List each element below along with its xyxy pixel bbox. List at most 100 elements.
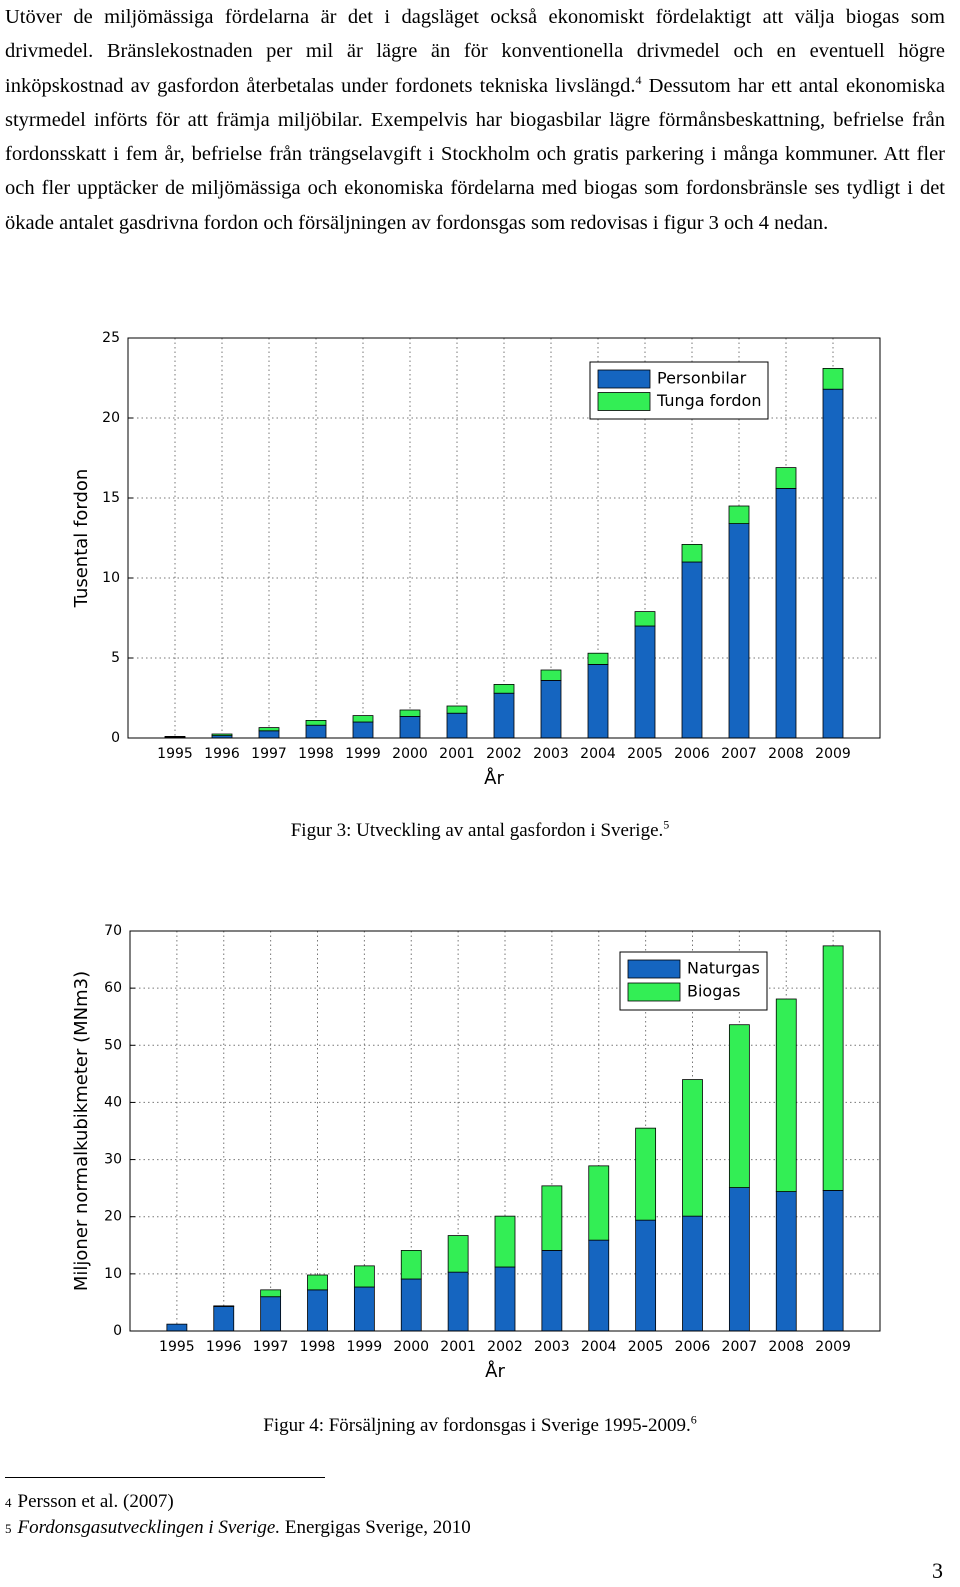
bar-segment bbox=[353, 1286, 375, 1332]
footnote-text: Persson et al. (2007) bbox=[17, 1491, 174, 1512]
y-tick-label: 20 bbox=[104, 1209, 122, 1225]
bar-segment bbox=[399, 716, 421, 739]
bar-segment bbox=[307, 1274, 328, 1291]
bar-segment bbox=[353, 1265, 375, 1288]
note-ref: 4 bbox=[635, 72, 642, 87]
y-tick-label: 25 bbox=[102, 330, 120, 346]
bar-segment bbox=[260, 1289, 282, 1298]
x-tick-label: 2006 bbox=[675, 1339, 711, 1355]
bar-segment bbox=[681, 544, 703, 563]
y-tick-label: 10 bbox=[104, 1266, 122, 1282]
legend-label: Personbilar bbox=[657, 369, 747, 388]
bar-segment bbox=[728, 505, 750, 525]
x-tick-label: 2001 bbox=[440, 1339, 476, 1355]
footnote-rule bbox=[5, 1477, 325, 1478]
bar-segment bbox=[540, 669, 562, 681]
bar-segment bbox=[541, 1250, 563, 1332]
bar-segment bbox=[211, 733, 233, 737]
bar-segment bbox=[822, 1190, 844, 1332]
bar-segment bbox=[307, 1289, 328, 1332]
legend-swatch bbox=[627, 959, 681, 979]
footnote-number: 5 bbox=[5, 1521, 12, 1536]
x-tick-label: 2005 bbox=[627, 746, 663, 762]
bar-segment bbox=[635, 1127, 657, 1221]
bar-segment bbox=[494, 1266, 516, 1332]
bar-segment bbox=[635, 1219, 657, 1332]
footnote: 5 Fordonsgasutvecklingen i Sverige. Energ… bbox=[5, 1517, 471, 1539]
bar-segment bbox=[166, 1323, 188, 1332]
x-tick-label: 2007 bbox=[721, 746, 757, 762]
bar-segment bbox=[447, 1235, 469, 1273]
plot-frame bbox=[129, 930, 881, 1332]
bar-segment bbox=[494, 1215, 516, 1268]
bar-segment bbox=[446, 705, 468, 714]
x-tick-label: 1999 bbox=[345, 746, 381, 762]
bar-segment bbox=[447, 1271, 469, 1332]
bar-segment bbox=[822, 388, 844, 739]
y-axis-label: Tusental fordon bbox=[71, 469, 92, 609]
x-tick-label: 1995 bbox=[157, 746, 193, 762]
bar-segment bbox=[493, 684, 515, 694]
x-tick-label: 1996 bbox=[206, 1339, 242, 1355]
bar-segment bbox=[352, 715, 374, 723]
x-tick-label: 2003 bbox=[534, 1339, 570, 1355]
x-tick-label: 2000 bbox=[393, 1339, 429, 1355]
y-tick-label: 20 bbox=[102, 410, 120, 426]
bar-segment bbox=[588, 1239, 610, 1332]
x-tick-label: 2000 bbox=[392, 746, 428, 762]
bar-segment bbox=[400, 1278, 422, 1332]
bar-segment bbox=[634, 625, 656, 739]
x-tick-label: 2009 bbox=[815, 746, 851, 762]
bar-segment bbox=[587, 652, 609, 665]
legend-swatch bbox=[597, 392, 651, 411]
bar-segment bbox=[260, 1296, 282, 1332]
y-tick-label: 60 bbox=[104, 980, 122, 996]
note-ref: 6 bbox=[690, 1412, 697, 1427]
text: Utöver de miljömässiga fördelarna är det… bbox=[5, 6, 945, 97]
footnote-number: 4 bbox=[5, 1495, 12, 1510]
note-ref: 5 bbox=[663, 817, 670, 832]
legend-label: Naturgas bbox=[687, 959, 760, 978]
footnote: 4 Persson et al. (2007) bbox=[5, 1491, 174, 1513]
bar-segment bbox=[634, 611, 656, 627]
legend-swatch bbox=[597, 369, 651, 389]
legend-swatch bbox=[627, 982, 681, 1002]
x-tick-label: 1995 bbox=[159, 1339, 195, 1355]
bar-segment bbox=[728, 1187, 750, 1332]
paragraph: Utöver de miljömässiga fördelarna är det… bbox=[5, 0, 945, 240]
bar-segment bbox=[399, 709, 421, 717]
x-tick-label: 2008 bbox=[768, 1339, 804, 1355]
bar-segment bbox=[213, 1306, 235, 1332]
bar-segment bbox=[775, 467, 797, 489]
bar-segment bbox=[588, 1165, 610, 1241]
x-tick-label: 2001 bbox=[439, 746, 475, 762]
x-tick-label: 2002 bbox=[487, 1339, 523, 1355]
caption-text: Figur 3: Utveckling av antal gasfordon i… bbox=[290, 820, 664, 841]
x-tick-label: 2004 bbox=[581, 1339, 617, 1355]
x-axis-label: År bbox=[484, 767, 504, 789]
bar-segment bbox=[822, 945, 844, 1191]
plot-frame bbox=[127, 337, 881, 739]
y-tick-label: 70 bbox=[104, 923, 122, 939]
x-tick-label: 2002 bbox=[486, 746, 522, 762]
bar-segment bbox=[446, 712, 468, 739]
bar-segment bbox=[681, 561, 703, 739]
footnote-title: Fordonsgasutvecklingen i Sverige. bbox=[17, 1517, 281, 1538]
bar-segment bbox=[352, 721, 374, 739]
x-tick-label: 2006 bbox=[674, 746, 710, 762]
x-tick-label: 2003 bbox=[533, 746, 569, 762]
x-tick-label: 1997 bbox=[251, 746, 287, 762]
bar-segment bbox=[541, 1185, 563, 1251]
caption-text: Figur 4: Försäljning av fordonsgas i Sve… bbox=[263, 1415, 691, 1436]
x-tick-label: 1999 bbox=[347, 1339, 383, 1355]
footnote-text: Energigas Sverige, 2010 bbox=[284, 1517, 471, 1538]
caption: Figur 4: Försäljning av fordonsgas i Sve… bbox=[0, 1412, 960, 1437]
x-tick-label: 1998 bbox=[298, 746, 334, 762]
page-number: 3 bbox=[932, 1558, 943, 1583]
text: Dessutom har ett antal ekonomiska styrme… bbox=[5, 74, 946, 234]
y-axis-label: Miljoner normalkubikmeter (MNm3) bbox=[71, 971, 92, 1291]
bar-segment bbox=[728, 523, 750, 739]
legend-label: Tunga fordon bbox=[656, 391, 761, 410]
